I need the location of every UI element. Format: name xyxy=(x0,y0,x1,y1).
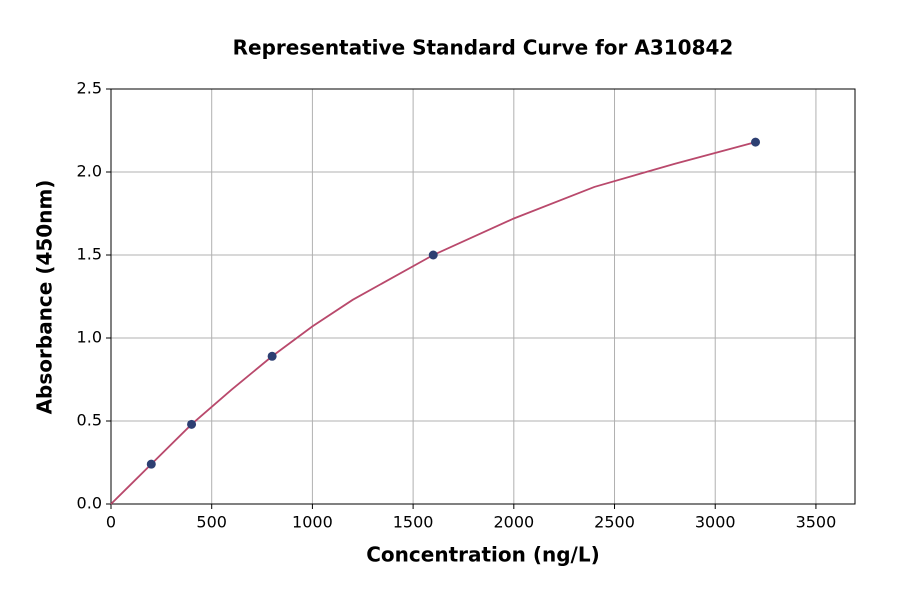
y-tick-label: 2.5 xyxy=(77,79,102,98)
chart-title: Representative Standard Curve for A31084… xyxy=(233,36,734,60)
y-tick-label: 0.0 xyxy=(77,494,102,513)
x-axis-label: Concentration (ng/L) xyxy=(366,543,599,567)
data-point xyxy=(187,419,197,429)
data-point xyxy=(751,137,761,147)
fit-curve xyxy=(110,141,756,505)
data-point xyxy=(428,250,438,260)
x-tick-label: 3000 xyxy=(695,513,736,532)
x-tick-label: 1500 xyxy=(393,513,434,532)
y-axis-label: Absorbance (450nm) xyxy=(33,180,57,415)
plot-frame xyxy=(110,88,856,505)
data-point xyxy=(267,351,277,361)
y-tick-label: 1.5 xyxy=(77,245,102,264)
x-tick-label: 2500 xyxy=(594,513,635,532)
x-tick-label: 2000 xyxy=(493,513,534,532)
x-tick-label: 0 xyxy=(106,513,116,532)
y-tick-label: 2.0 xyxy=(77,162,102,181)
x-tick-label: 1000 xyxy=(292,513,333,532)
x-tick-label: 500 xyxy=(196,513,227,532)
y-tick-label: 1.0 xyxy=(77,328,102,347)
y-tick-label: 0.5 xyxy=(77,411,102,430)
x-tick-label: 3500 xyxy=(796,513,837,532)
data-point xyxy=(146,459,156,469)
